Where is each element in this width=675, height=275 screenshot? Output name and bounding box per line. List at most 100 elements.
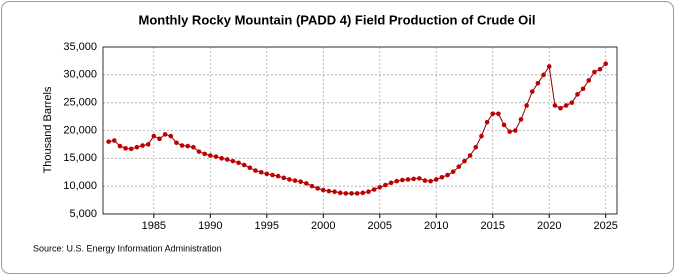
data-point [422,178,428,183]
data-point [529,89,535,94]
y-tick-label: 5,000 [69,208,97,220]
data-point [320,187,326,193]
source: Source: U.S. Energy Information Administ… [33,243,222,253]
data-point [405,177,411,182]
data-point [270,172,275,178]
data-point [106,139,111,144]
data-point [343,191,349,196]
data-point [462,158,467,164]
data-point [281,175,287,181]
data-point [575,92,580,97]
data-point [394,178,400,184]
y-tick-label: 10,000 [63,180,97,192]
data-point [445,172,450,178]
x-tick-label: 2025 [593,220,617,232]
y-tick-label: 15,000 [63,152,97,164]
data-point [196,149,202,154]
data-point [185,143,191,149]
data-point [501,122,507,128]
x-tick-label: 1995 [255,220,279,232]
data-point [456,164,462,169]
data-point [433,177,439,182]
data-point [479,133,484,139]
chart-title: Monthly Rocky Mountain (PADD 4) Field Pr… [139,12,536,27]
data-point [111,138,117,143]
data-point [298,179,303,185]
data-point [439,174,445,180]
data-point [467,153,473,158]
data-point [128,146,134,152]
data-point [287,177,292,182]
data-point [145,142,151,147]
data-point [383,182,388,188]
data-point [230,158,236,164]
data-point [411,176,416,182]
data-point [202,151,207,157]
data-point [275,173,281,179]
data-point [450,169,456,174]
data-point [247,165,253,171]
data-point [586,78,592,83]
data-point [241,162,247,168]
data-point [162,132,168,137]
x-tick-label: 1985 [142,220,166,232]
data-point [580,86,586,92]
data-point [541,72,546,78]
data-point [360,190,366,196]
data-point [518,117,524,122]
data-point [377,184,383,190]
data-point [208,153,213,158]
data-point [428,178,433,184]
data-point [337,190,343,196]
data-point [558,105,563,111]
data-point [309,183,315,189]
data-point [371,187,377,192]
plot-area [102,46,618,215]
data-point [140,143,145,148]
data-point [258,169,264,175]
data-point [592,69,597,75]
data-point [219,156,224,161]
data-point [400,177,405,183]
data-point [417,176,422,181]
data-point [603,61,609,66]
data-point [117,143,123,149]
x-tick-label: 1990 [198,220,222,232]
data-point [332,189,337,195]
data-point [157,136,162,142]
x-tick-label: 2000 [311,220,335,232]
data-point [513,128,518,133]
data-point [213,154,219,159]
data-point [134,144,140,150]
data-point [484,119,490,125]
data-point [174,140,179,146]
data-point [388,180,394,186]
data-point [264,171,270,177]
data-point [326,188,332,194]
data-point [546,64,552,69]
data-point [253,168,258,173]
data-point [569,100,575,105]
data-point [496,111,501,117]
data-point [168,133,174,139]
data-point [292,178,298,183]
data-point [179,143,185,148]
data-point [366,189,371,195]
data-point [597,66,603,72]
data-point [473,144,479,150]
y-tick-label: 25,000 [63,97,97,109]
x-tick-label: 2010 [424,220,448,232]
data-point [524,103,529,108]
data-point [490,111,496,117]
data-point [151,133,157,139]
x-tick-label: 2005 [368,220,392,232]
y-axis-label: Thousand Barrels [42,86,54,173]
data-point [315,186,320,191]
data-point [563,103,569,108]
data-point [349,191,354,196]
x-tick-label: 2020 [537,220,561,232]
data-point [507,129,512,134]
y-tick-label: 20,000 [63,124,97,136]
